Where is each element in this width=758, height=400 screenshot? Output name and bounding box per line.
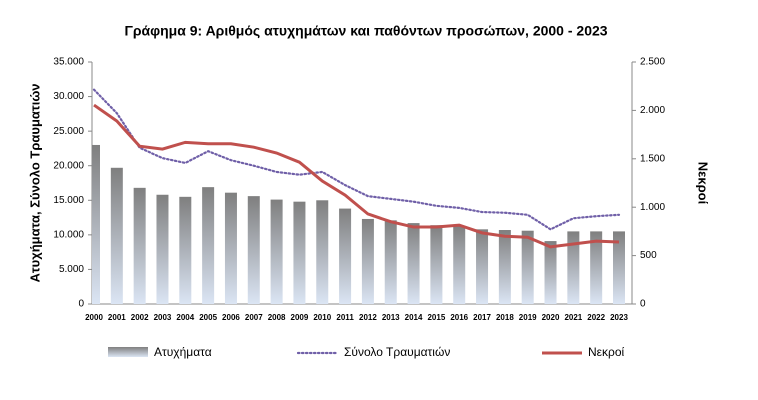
x-tick-label: 2016 xyxy=(450,313,468,322)
y2-tick-label: 0 xyxy=(640,299,646,310)
x-tick-label: 2019 xyxy=(519,313,537,322)
x-tick-label: 2022 xyxy=(587,313,605,322)
bar xyxy=(476,229,489,304)
x-tick-label: 2001 xyxy=(108,313,126,322)
bar xyxy=(613,231,625,304)
x-tick-label: 2009 xyxy=(291,313,309,322)
bar xyxy=(92,144,100,304)
bar xyxy=(498,230,511,304)
x-tick-label: 2010 xyxy=(313,313,331,322)
y-tick-label: 0 xyxy=(78,299,84,310)
bar xyxy=(453,225,466,304)
x-tick-label: 2020 xyxy=(542,313,560,322)
y-tick-label: 5.000 xyxy=(59,264,84,275)
y2-tick-label: 2.500 xyxy=(640,57,665,68)
y-tick-label: 30.000 xyxy=(53,91,84,102)
bar xyxy=(156,194,169,304)
bar xyxy=(293,201,306,304)
x-tick-label: 2000 xyxy=(85,313,103,322)
bar xyxy=(339,208,352,304)
x-tick-label: 2021 xyxy=(564,313,582,322)
y2-tick-label: 500 xyxy=(640,250,657,261)
y2-axis-title: Νεκροί xyxy=(696,162,711,205)
x-tick-label: 2007 xyxy=(245,313,263,322)
bar xyxy=(224,192,237,304)
bar xyxy=(179,196,192,304)
x-tick-label: 2004 xyxy=(176,313,194,322)
x-tick-label: 2003 xyxy=(154,313,172,322)
x-tick-label: 2014 xyxy=(405,313,423,322)
y-tick-label: 10.000 xyxy=(53,229,84,240)
bar xyxy=(361,218,374,304)
bar xyxy=(202,187,215,304)
y-tick-label: 15.000 xyxy=(53,195,84,206)
x-tick-label: 2013 xyxy=(382,313,400,322)
y2-tick-label: 2.000 xyxy=(640,105,665,116)
chart-title: Γράφημα 9: Αριθμός ατυχημάτων και παθόντ… xyxy=(124,23,607,39)
x-tick-label: 2011 xyxy=(336,313,354,322)
x-tick-label: 2017 xyxy=(473,313,491,322)
legend-label: Νεκροί xyxy=(588,345,625,359)
bar xyxy=(544,241,557,304)
bar xyxy=(590,231,603,304)
x-tick-label: 2018 xyxy=(496,313,514,322)
x-tick-label: 2023 xyxy=(610,313,628,322)
bar xyxy=(407,223,420,304)
bar xyxy=(110,167,123,304)
bar xyxy=(521,230,534,304)
x-tick-label: 2008 xyxy=(268,313,286,322)
x-tick-label: 2005 xyxy=(199,313,217,322)
line xyxy=(92,88,621,231)
line xyxy=(93,103,620,249)
x-tick-label: 2006 xyxy=(222,313,240,322)
y-tick-label: 25.000 xyxy=(53,126,84,137)
x-tick-label: 2002 xyxy=(131,313,149,322)
x-tick-label: 2015 xyxy=(427,313,445,322)
legend-label: Σύνολο Τραυματιών xyxy=(344,345,450,359)
legend-label: Ατυχήματα xyxy=(154,345,212,359)
y-tick-label: 35.000 xyxy=(53,57,84,68)
legend-swatch xyxy=(108,347,148,357)
bar xyxy=(567,231,580,304)
bar xyxy=(384,220,397,304)
bar xyxy=(430,225,443,304)
bar xyxy=(270,199,283,304)
bar xyxy=(133,187,146,304)
y-axis-title: Ατυχήματα, Σύνολο Τραυματιών xyxy=(27,83,42,282)
y2-tick-label: 1.500 xyxy=(640,153,665,164)
bar xyxy=(247,196,260,304)
bar xyxy=(316,200,329,304)
x-tick-label: 2012 xyxy=(359,313,377,322)
y-tick-label: 20.000 xyxy=(53,160,84,171)
y2-tick-label: 1.000 xyxy=(640,202,665,213)
